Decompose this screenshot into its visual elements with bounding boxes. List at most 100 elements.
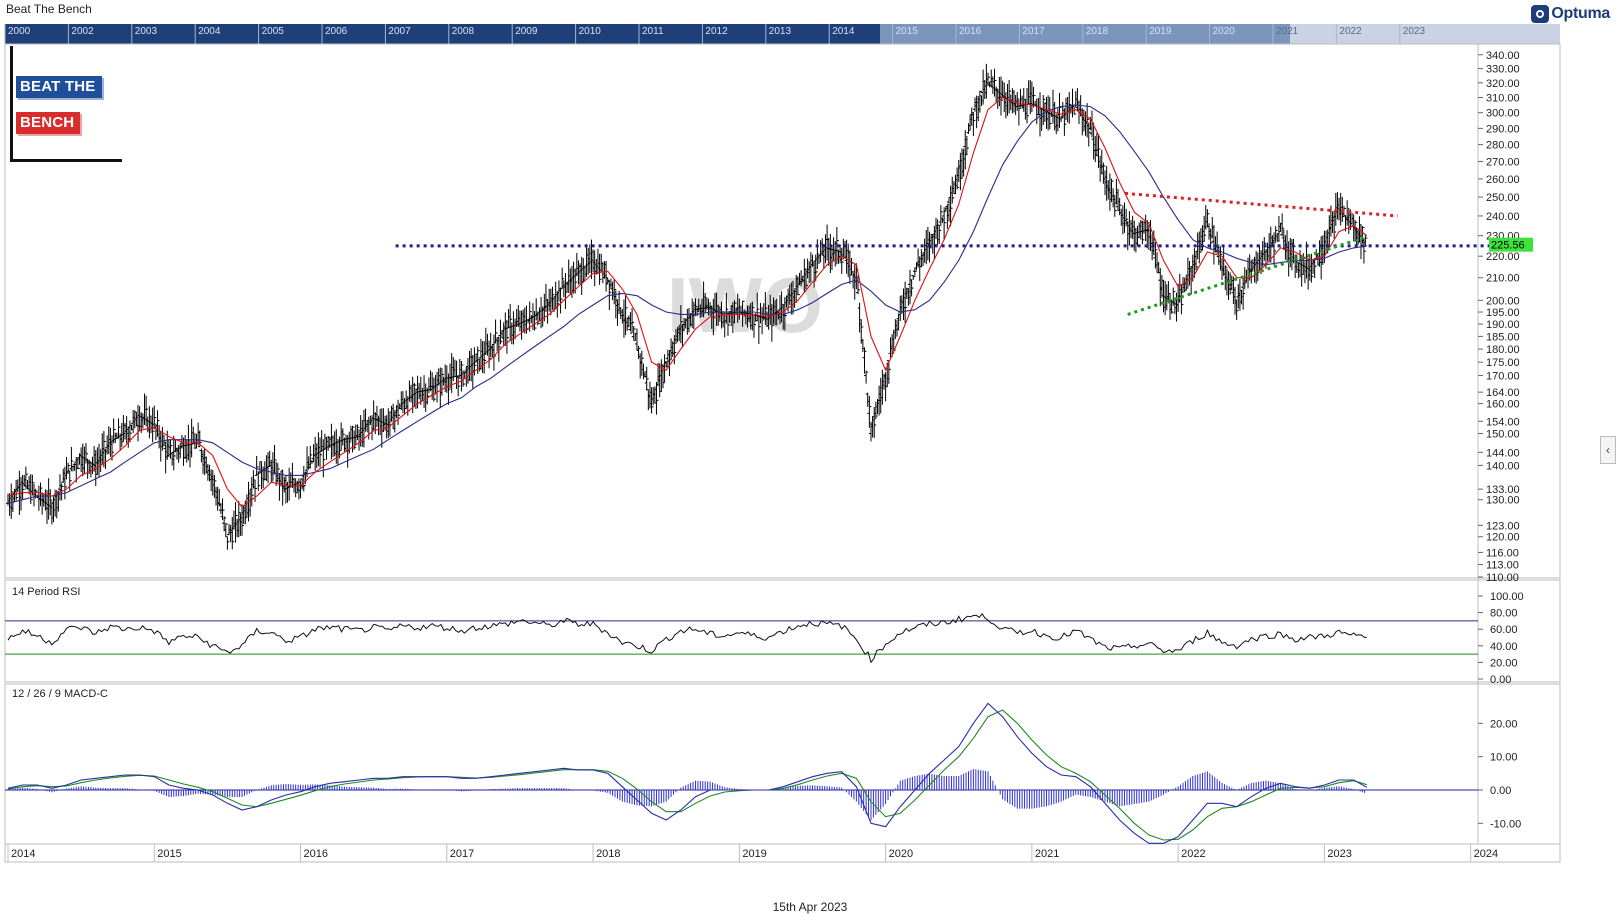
rsi-panel-border — [4, 579, 1561, 683]
time-axis-label: 2021 — [1035, 848, 1059, 860]
price-tick-label: 175.00 — [1486, 357, 1520, 369]
time-axis-label: 2015 — [157, 848, 181, 860]
navigator-year-label: 2004 — [198, 26, 221, 37]
price-tick-label: 130.00 — [1486, 495, 1520, 507]
price-tick-label: 120.00 — [1486, 532, 1520, 544]
navigator-year-label: 2003 — [135, 26, 158, 37]
price-tick-label: 200.00 — [1486, 295, 1520, 307]
navigator-year-label: 2016 — [959, 26, 982, 37]
moving-average-fast-line — [7, 96, 1368, 508]
time-axis-label: 2022 — [1181, 848, 1205, 860]
navigator-year-label: 2014 — [832, 26, 855, 37]
navigator-history — [5, 24, 880, 44]
navigator-year-label: 2018 — [1086, 26, 1109, 37]
brand-line-1: BEAT THE — [16, 76, 102, 98]
rsi-panel-title: 14 Period RSI — [12, 586, 80, 598]
price-tick-label: 144.00 — [1486, 447, 1520, 459]
time-axis-label: 2018 — [596, 848, 620, 860]
last-price-tag — [1489, 237, 1533, 252]
rsi-line — [7, 612, 1367, 664]
macd-tick-label: 0.00 — [1490, 785, 1511, 797]
price-tick-label: 260.00 — [1486, 174, 1520, 186]
price-tick-label: 190.00 — [1486, 319, 1520, 331]
navigator-year-label: 2023 — [1403, 26, 1426, 37]
navigator-year-label: 2015 — [896, 26, 919, 37]
rsi-tick-label: 80.00 — [1490, 608, 1518, 620]
rsi-tick-label: 100.00 — [1490, 591, 1524, 603]
navigator-year-label: 2008 — [452, 26, 475, 37]
price-tick-label: 310.00 — [1486, 93, 1520, 105]
rsi-tick-label: 60.00 — [1490, 624, 1518, 636]
navigator-year-label: 2009 — [515, 26, 538, 37]
price-tick-label: 170.00 — [1486, 371, 1520, 383]
navigator-year-label: 2010 — [579, 26, 602, 37]
beat-the-bench-brand: BEAT THE BENCH — [10, 46, 122, 162]
time-axis-label: 2020 — [889, 848, 913, 860]
price-tick-label: 116.00 — [1486, 547, 1519, 559]
uptrend-dotted-line — [1127, 236, 1365, 316]
navigator-year-label: 2021 — [1276, 26, 1299, 37]
navigator-year-label: 2011 — [642, 26, 664, 37]
navigator-year-label: 2002 — [71, 26, 94, 37]
price-tick-label: 240.00 — [1486, 211, 1520, 223]
time-axis-label: 2017 — [450, 848, 474, 860]
price-tick-label: 154.00 — [1486, 416, 1520, 428]
watermark-ticker: IWO — [667, 261, 823, 349]
macd-line — [7, 702, 1368, 844]
price-tick-label: 280.00 — [1486, 140, 1520, 152]
navigator-year-label: 2017 — [1022, 26, 1045, 37]
chart-title: Beat The Bench — [6, 2, 92, 16]
price-tick-label: 110.00 — [1486, 572, 1519, 584]
navigator-year-label: 2000 — [8, 26, 31, 37]
navigator-year-label: 2019 — [1149, 26, 1172, 37]
resistance-dotted-line — [1124, 191, 1398, 218]
price-tick-label: 300.00 — [1486, 108, 1520, 120]
navigator-year-label: 2005 — [262, 26, 285, 37]
price-tick-label: 133.00 — [1486, 484, 1520, 496]
navigator-year-label: 2007 — [388, 26, 411, 37]
price-tick-label: 195.00 — [1486, 307, 1520, 319]
macd-tick-label: 20.00 — [1490, 718, 1518, 730]
navigator-year-label: 2013 — [769, 26, 792, 37]
rsi-tick-label: 0.00 — [1490, 674, 1511, 686]
rsi-tick-label: 20.00 — [1490, 657, 1518, 669]
macd-tick-label: -10.00 — [1490, 818, 1521, 830]
price-panel-border — [4, 43, 1561, 579]
price-tick-label: 140.00 — [1486, 460, 1520, 472]
price-tick-label: 220.00 — [1486, 251, 1520, 263]
macd-signal-line — [7, 709, 1367, 841]
collapse-panel-chevron-icon[interactable]: ‹ — [1600, 436, 1616, 464]
price-bars — [6, 63, 1368, 550]
price-tick-label: 185.00 — [1486, 331, 1520, 343]
price-tick-label: 320.00 — [1486, 78, 1520, 90]
macd-tick-label: 10.00 — [1490, 752, 1518, 764]
brand-bracket-vertical — [10, 46, 13, 162]
price-tick-label: 210.00 — [1486, 273, 1520, 285]
price-tick-label: 123.00 — [1486, 520, 1520, 532]
navigator-year-label: 2006 — [325, 26, 348, 37]
time-axis-label: 2019 — [742, 848, 766, 860]
current-date-label: 15th Apr 2023 — [772, 900, 848, 914]
moving-average-slow-line — [7, 104, 1367, 504]
optuma-logo-text: Optuma — [1551, 5, 1610, 22]
macd-panel-title: 12 / 26 / 9 MACD-C — [12, 688, 108, 700]
price-tick-label: 340.00 — [1486, 50, 1520, 62]
price-tick-label: 180.00 — [1486, 344, 1520, 356]
rsi-tick-label: 40.00 — [1490, 641, 1518, 653]
time-axis-label: 2014 — [11, 848, 35, 860]
last-price-label: 225.56 — [1491, 240, 1525, 252]
time-axis-label: 2016 — [304, 848, 328, 860]
time-axis-label: 2023 — [1327, 848, 1351, 860]
macd-panel-border — [4, 683, 1561, 845]
time-axis-bar — [4, 843, 1561, 863]
price-tick-label: 330.00 — [1486, 64, 1520, 76]
navigator-year-label: 2022 — [1339, 26, 1362, 37]
price-tick-label: 164.00 — [1486, 387, 1520, 399]
price-tick-label: 113.00 — [1486, 560, 1519, 572]
price-tick-label: 270.00 — [1486, 156, 1520, 168]
navigator-year-label: 2012 — [705, 26, 728, 37]
navigator-future — [1290, 24, 1560, 44]
navigator-year-label: 2020 — [1213, 26, 1236, 37]
